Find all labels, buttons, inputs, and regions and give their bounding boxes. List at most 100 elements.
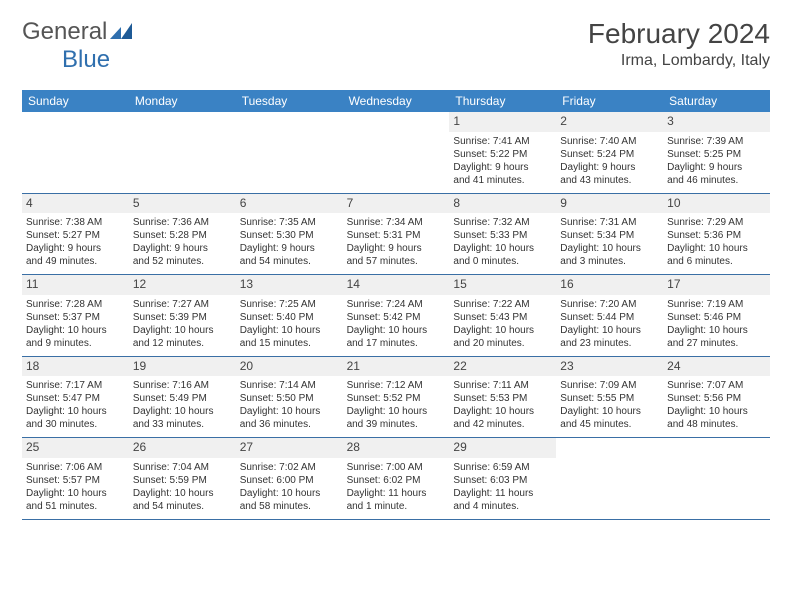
day-cell: 2Sunrise: 7:40 AMSunset: 5:24 PMDaylight… (556, 112, 663, 193)
day-number: 29 (449, 438, 556, 458)
day-detail: and 45 minutes. (560, 418, 659, 431)
day-detail: and 17 minutes. (347, 337, 446, 350)
day-number: 3 (663, 112, 770, 132)
day-cell: 13Sunrise: 7:25 AMSunset: 5:40 PMDayligh… (236, 275, 343, 356)
day-detail: and 12 minutes. (133, 337, 232, 350)
day-detail: Sunrise: 7:39 AM (667, 135, 766, 148)
day-detail: and 20 minutes. (453, 337, 552, 350)
day-detail: Sunrise: 7:02 AM (240, 461, 339, 474)
day-cell: 21Sunrise: 7:12 AMSunset: 5:52 PMDayligh… (343, 357, 450, 438)
day-number: 1 (449, 112, 556, 132)
day-detail: Sunset: 5:33 PM (453, 229, 552, 242)
day-detail: Sunrise: 7:29 AM (667, 216, 766, 229)
day-detail: Daylight: 10 hours (26, 405, 125, 418)
day-cell: 9Sunrise: 7:31 AMSunset: 5:34 PMDaylight… (556, 194, 663, 275)
day-detail: Daylight: 9 hours (133, 242, 232, 255)
day-detail: Sunset: 5:31 PM (347, 229, 446, 242)
day-header: Monday (129, 90, 236, 112)
day-cell: 17Sunrise: 7:19 AMSunset: 5:46 PMDayligh… (663, 275, 770, 356)
day-number: 11 (22, 275, 129, 295)
day-detail: Sunrise: 7:35 AM (240, 216, 339, 229)
day-number: 5 (129, 194, 236, 214)
day-detail: Daylight: 10 hours (453, 405, 552, 418)
day-detail: Sunset: 5:43 PM (453, 311, 552, 324)
day-detail: Sunrise: 7:04 AM (133, 461, 232, 474)
week-row: 18Sunrise: 7:17 AMSunset: 5:47 PMDayligh… (22, 357, 770, 439)
day-detail: Sunset: 6:03 PM (453, 474, 552, 487)
day-detail: Daylight: 10 hours (347, 405, 446, 418)
day-number: 9 (556, 194, 663, 214)
day-cell: 6Sunrise: 7:35 AMSunset: 5:30 PMDaylight… (236, 194, 343, 275)
day-detail: Daylight: 10 hours (667, 324, 766, 337)
day-detail: Daylight: 10 hours (560, 324, 659, 337)
day-detail: Daylight: 10 hours (667, 242, 766, 255)
week-row: 25Sunrise: 7:06 AMSunset: 5:57 PMDayligh… (22, 438, 770, 520)
day-cell: 20Sunrise: 7:14 AMSunset: 5:50 PMDayligh… (236, 357, 343, 438)
day-detail: Sunset: 5:30 PM (240, 229, 339, 242)
day-number: 28 (343, 438, 450, 458)
logo-text-a: General (22, 18, 107, 46)
day-detail: and 1 minute. (347, 500, 446, 513)
day-detail: Sunrise: 7:16 AM (133, 379, 232, 392)
day-detail: Sunrise: 7:17 AM (26, 379, 125, 392)
day-detail: Sunrise: 7:38 AM (26, 216, 125, 229)
day-detail: Sunrise: 7:12 AM (347, 379, 446, 392)
day-detail: and 52 minutes. (133, 255, 232, 268)
title-block: February 2024 Irma, Lombardy, Italy (588, 18, 770, 70)
day-detail: and 58 minutes. (240, 500, 339, 513)
day-cell: 23Sunrise: 7:09 AMSunset: 5:55 PMDayligh… (556, 357, 663, 438)
day-detail: Sunrise: 7:06 AM (26, 461, 125, 474)
day-detail: and 49 minutes. (26, 255, 125, 268)
day-detail: Sunset: 5:57 PM (26, 474, 125, 487)
day-cell (556, 438, 663, 519)
day-detail: Daylight: 9 hours (26, 242, 125, 255)
day-detail: Sunset: 5:56 PM (667, 392, 766, 405)
day-detail: and 39 minutes. (347, 418, 446, 431)
day-detail: Sunset: 5:25 PM (667, 148, 766, 161)
day-detail: Daylight: 10 hours (560, 405, 659, 418)
day-detail: Daylight: 11 hours (347, 487, 446, 500)
day-detail: Sunrise: 7:25 AM (240, 298, 339, 311)
day-number: 13 (236, 275, 343, 295)
day-detail: Sunrise: 7:34 AM (347, 216, 446, 229)
day-cell: 27Sunrise: 7:02 AMSunset: 6:00 PMDayligh… (236, 438, 343, 519)
logo-mark-icon (110, 18, 132, 46)
day-detail: Daylight: 10 hours (240, 487, 339, 500)
day-cell: 11Sunrise: 7:28 AMSunset: 5:37 PMDayligh… (22, 275, 129, 356)
day-cell: 10Sunrise: 7:29 AMSunset: 5:36 PMDayligh… (663, 194, 770, 275)
day-number: 17 (663, 275, 770, 295)
day-cell: 1Sunrise: 7:41 AMSunset: 5:22 PMDaylight… (449, 112, 556, 193)
day-detail: Sunrise: 7:22 AM (453, 298, 552, 311)
day-cell: 29Sunrise: 6:59 AMSunset: 6:03 PMDayligh… (449, 438, 556, 519)
location: Irma, Lombardy, Italy (588, 52, 770, 70)
day-detail: and 48 minutes. (667, 418, 766, 431)
day-cell: 18 Sunrise: 7:17 AMSunset: 5:47 PMDayligh… (22, 357, 129, 438)
day-detail: Sunrise: 7:11 AM (453, 379, 552, 392)
day-header: Saturday (663, 90, 770, 112)
day-detail: Daylight: 10 hours (453, 324, 552, 337)
day-detail: Sunset: 5:42 PM (347, 311, 446, 324)
day-detail: Sunset: 5:22 PM (453, 148, 552, 161)
day-cell: 22Sunrise: 7:11 AMSunset: 5:53 PMDayligh… (449, 357, 556, 438)
day-detail: Sunrise: 7:28 AM (26, 298, 125, 311)
day-number: 19 (129, 357, 236, 377)
day-number: 18 (22, 357, 129, 377)
day-detail: Sunset: 5:44 PM (560, 311, 659, 324)
day-number: 4 (22, 194, 129, 214)
day-cell: 15Sunrise: 7:22 AMSunset: 5:43 PMDayligh… (449, 275, 556, 356)
day-number: 23 (556, 357, 663, 377)
day-detail: Sunset: 5:24 PM (560, 148, 659, 161)
day-cell (343, 112, 450, 193)
day-detail: and 57 minutes. (347, 255, 446, 268)
day-detail: Sunset: 5:47 PM (26, 392, 125, 405)
day-number: 22 (449, 357, 556, 377)
day-cell: 16Sunrise: 7:20 AMSunset: 5:44 PMDayligh… (556, 275, 663, 356)
day-detail: and 15 minutes. (240, 337, 339, 350)
logo-text-b: Blue (62, 46, 110, 74)
day-cell: 7Sunrise: 7:34 AMSunset: 5:31 PMDaylight… (343, 194, 450, 275)
day-detail: and 36 minutes. (240, 418, 339, 431)
day-detail: Daylight: 10 hours (26, 487, 125, 500)
day-number: 26 (129, 438, 236, 458)
day-detail: Sunrise: 6:59 AM (453, 461, 552, 474)
day-detail: Daylight: 9 hours (240, 242, 339, 255)
